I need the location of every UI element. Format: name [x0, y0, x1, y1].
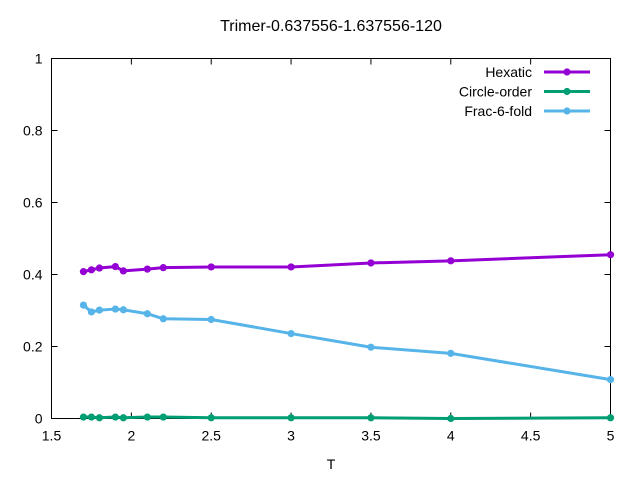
- data-point: [87, 413, 96, 421]
- x-tick-label: 2: [127, 428, 135, 444]
- series-frac-6-fold: [79, 301, 615, 384]
- chart-title: Trimer-0.637556-1.637556-120: [220, 18, 442, 35]
- series-layer: [79, 251, 615, 423]
- data-point: [447, 414, 455, 423]
- data-point: [95, 414, 104, 422]
- data-point: [159, 413, 167, 421]
- data-point: [287, 329, 295, 338]
- data-point: [79, 413, 88, 421]
- data-point: [287, 263, 295, 271]
- legend-label: Circle-order: [459, 84, 532, 100]
- data-point: [606, 376, 615, 384]
- series-circle-order: [79, 413, 615, 423]
- data-point: [606, 251, 615, 259]
- legend-swatch-marker: [563, 107, 571, 115]
- legend-swatch-marker: [563, 68, 571, 76]
- x-tick-label: 5: [607, 428, 615, 444]
- x-tick-label: 3.5: [361, 428, 381, 444]
- y-tick-label: 0.6: [23, 195, 43, 211]
- data-point: [111, 262, 119, 271]
- data-point: [143, 413, 151, 421]
- data-point: [207, 414, 215, 422]
- data-point: [207, 315, 215, 324]
- data-point: [87, 266, 96, 274]
- x-tick-label: 2.5: [201, 428, 221, 444]
- axis-ticks: 1.5 2 2.5 3 3.5 4 4.5 5 0 0.2 0.4 0.6 0.8 1: [23, 51, 615, 444]
- y-tick-label: 0.2: [23, 339, 43, 355]
- data-point: [367, 414, 375, 422]
- data-point: [143, 265, 151, 273]
- x-tick-label: 3: [287, 428, 295, 444]
- x-tick-label: 4.5: [521, 428, 541, 444]
- data-point: [367, 343, 375, 351]
- data-point: [143, 310, 151, 318]
- series-hexatic: [79, 251, 615, 276]
- data-point: [79, 301, 88, 309]
- data-point: [447, 349, 455, 357]
- data-point: [447, 257, 455, 265]
- data-point: [606, 414, 615, 422]
- data-point: [95, 306, 104, 314]
- legend-label: Hexatic: [485, 64, 532, 80]
- legend-label: Frac-6-fold: [464, 103, 532, 119]
- y-tick-label: 0: [35, 411, 43, 427]
- data-point: [207, 263, 215, 271]
- x-tick-label: 1.5: [42, 428, 62, 444]
- y-tick-label: 0.8: [23, 123, 43, 139]
- data-point: [287, 414, 295, 422]
- data-point: [119, 414, 127, 422]
- legend-swatch-marker: [563, 87, 571, 96]
- data-point: [119, 306, 127, 314]
- data-point: [111, 305, 119, 313]
- legend: Hexatic Circle-order Frac-6-fold: [459, 64, 590, 119]
- data-point: [95, 264, 104, 272]
- y-tick-label: 0.4: [23, 267, 43, 283]
- data-point: [159, 315, 167, 323]
- data-point: [111, 413, 119, 421]
- data-point: [159, 264, 167, 272]
- data-point: [367, 259, 375, 267]
- data-point: [79, 268, 88, 276]
- data-point: [119, 267, 127, 275]
- x-tick-label: 4: [447, 428, 455, 444]
- data-point: [87, 308, 96, 316]
- y-tick-label: 1: [35, 51, 43, 67]
- x-axis-label: T: [327, 456, 336, 472]
